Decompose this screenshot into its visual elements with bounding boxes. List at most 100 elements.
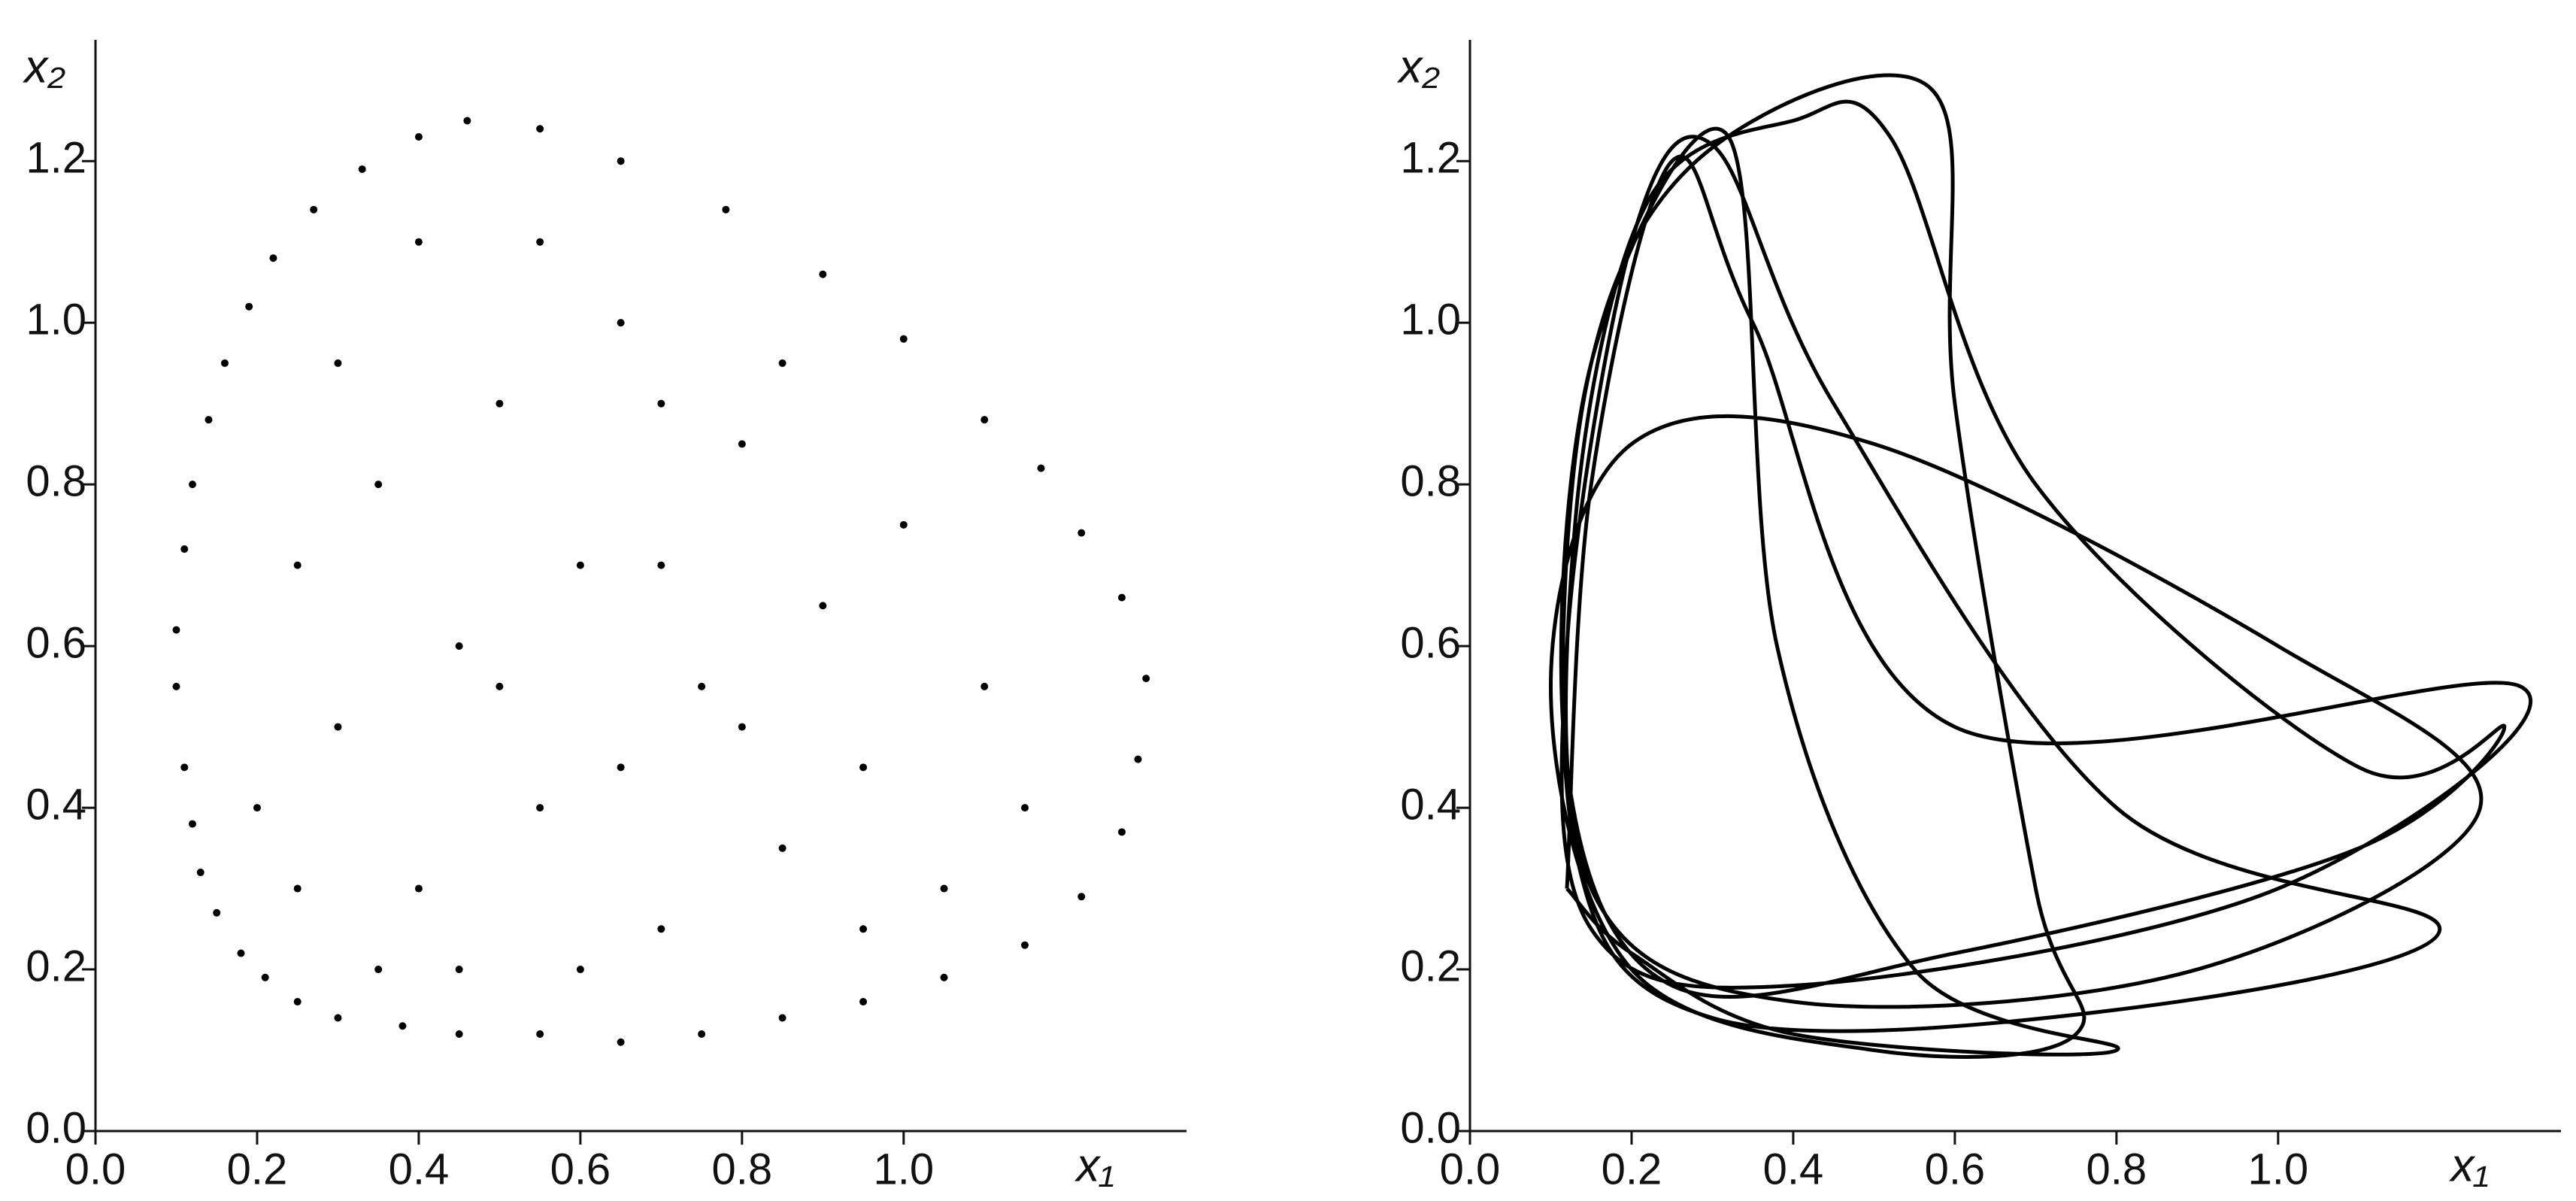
point: [819, 602, 827, 610]
point: [657, 399, 665, 408]
point: [657, 925, 665, 933]
point: [172, 626, 180, 634]
point: [819, 270, 827, 278]
point: [940, 973, 948, 981]
point: [496, 399, 504, 408]
trajectory: [1548, 73, 2533, 1059]
point: [205, 416, 213, 424]
point: [399, 1022, 407, 1030]
point: [237, 949, 245, 957]
x-tick-label: 0.0: [65, 1145, 126, 1193]
x-tick-label: 0.8: [2087, 1145, 2147, 1193]
point: [374, 481, 383, 489]
x-tick-label: 1.0: [2247, 1145, 2308, 1193]
point: [657, 561, 665, 569]
point: [463, 117, 471, 125]
point: [698, 682, 706, 690]
point: [455, 642, 463, 651]
point: [1037, 464, 1045, 472]
y-tick-label: 0.4: [26, 780, 86, 829]
point: [778, 1014, 786, 1022]
y-tick-label: 0.8: [26, 456, 86, 505]
point: [1142, 675, 1150, 683]
point: [180, 763, 189, 772]
x-tick-label: 0.2: [1602, 1145, 1662, 1193]
y-tick-label: 0.0: [1400, 1103, 1461, 1152]
point: [188, 481, 196, 489]
point: [334, 359, 342, 367]
point: [253, 804, 261, 812]
point: [220, 359, 229, 367]
point: [617, 763, 625, 772]
x-tick-label: 1.0: [873, 1145, 934, 1193]
point: [358, 165, 366, 173]
point: [293, 884, 302, 893]
point: [269, 254, 277, 262]
point: [293, 998, 302, 1006]
point: [980, 682, 989, 690]
x-tick-label: 0.8: [712, 1145, 773, 1193]
point: [172, 682, 180, 690]
point: [617, 1038, 625, 1046]
point: [1077, 893, 1086, 901]
x-tick-label: 0.2: [227, 1145, 288, 1193]
point: [576, 966, 584, 974]
point: [414, 884, 423, 893]
point: [536, 238, 544, 246]
y-axis-title: x₂: [22, 41, 65, 93]
point: [414, 238, 423, 246]
point: [899, 335, 908, 343]
point: [899, 520, 908, 529]
point: [698, 1030, 706, 1039]
point: [1118, 593, 1126, 602]
point: [180, 545, 189, 553]
y-tick-label: 0.2: [26, 942, 86, 990]
point: [1077, 529, 1086, 537]
point: [859, 925, 868, 933]
point: [722, 205, 730, 214]
point: [1021, 804, 1029, 812]
y-tick-label: 0.6: [1400, 618, 1461, 667]
point: [778, 844, 786, 852]
point: [1021, 941, 1029, 949]
point: [617, 319, 625, 327]
x-tick-label: 0.4: [1763, 1145, 1824, 1193]
x-axis-title: x₁: [2448, 1139, 2489, 1191]
point: [576, 561, 584, 569]
point: [859, 763, 868, 772]
y-tick-label: 1.2: [26, 134, 86, 183]
point: [536, 1030, 544, 1039]
point: [455, 966, 463, 974]
y-tick-label: 1.2: [1400, 134, 1461, 183]
point: [1134, 755, 1142, 763]
point: [617, 157, 625, 165]
point: [414, 132, 423, 141]
y-tick-label: 0.4: [1400, 780, 1461, 829]
point: [310, 205, 318, 214]
y-tick-label: 0.6: [26, 618, 86, 667]
point: [245, 302, 253, 311]
point: [293, 561, 302, 569]
x-tick-label: 0.6: [550, 1145, 611, 1193]
x-tick-label: 0.6: [1925, 1145, 1986, 1193]
x-tick-label: 0.0: [1440, 1145, 1501, 1193]
point: [374, 966, 383, 974]
point: [980, 416, 989, 424]
y-tick-label: 1.0: [26, 296, 86, 344]
point: [536, 125, 544, 133]
point: [940, 884, 948, 893]
y-axis-title: x₂: [1396, 41, 1440, 93]
y-tick-label: 1.0: [1400, 296, 1461, 344]
y-tick-label: 0.8: [1400, 456, 1461, 505]
point: [1118, 828, 1126, 836]
point: [536, 804, 544, 812]
point: [778, 359, 786, 367]
y-tick-label: 0.0: [26, 1103, 86, 1152]
x-axis-title: x₁: [1074, 1139, 1114, 1191]
point: [738, 440, 746, 448]
point: [334, 1014, 342, 1022]
point: [455, 1030, 463, 1039]
point: [496, 682, 504, 690]
point: [859, 998, 868, 1006]
